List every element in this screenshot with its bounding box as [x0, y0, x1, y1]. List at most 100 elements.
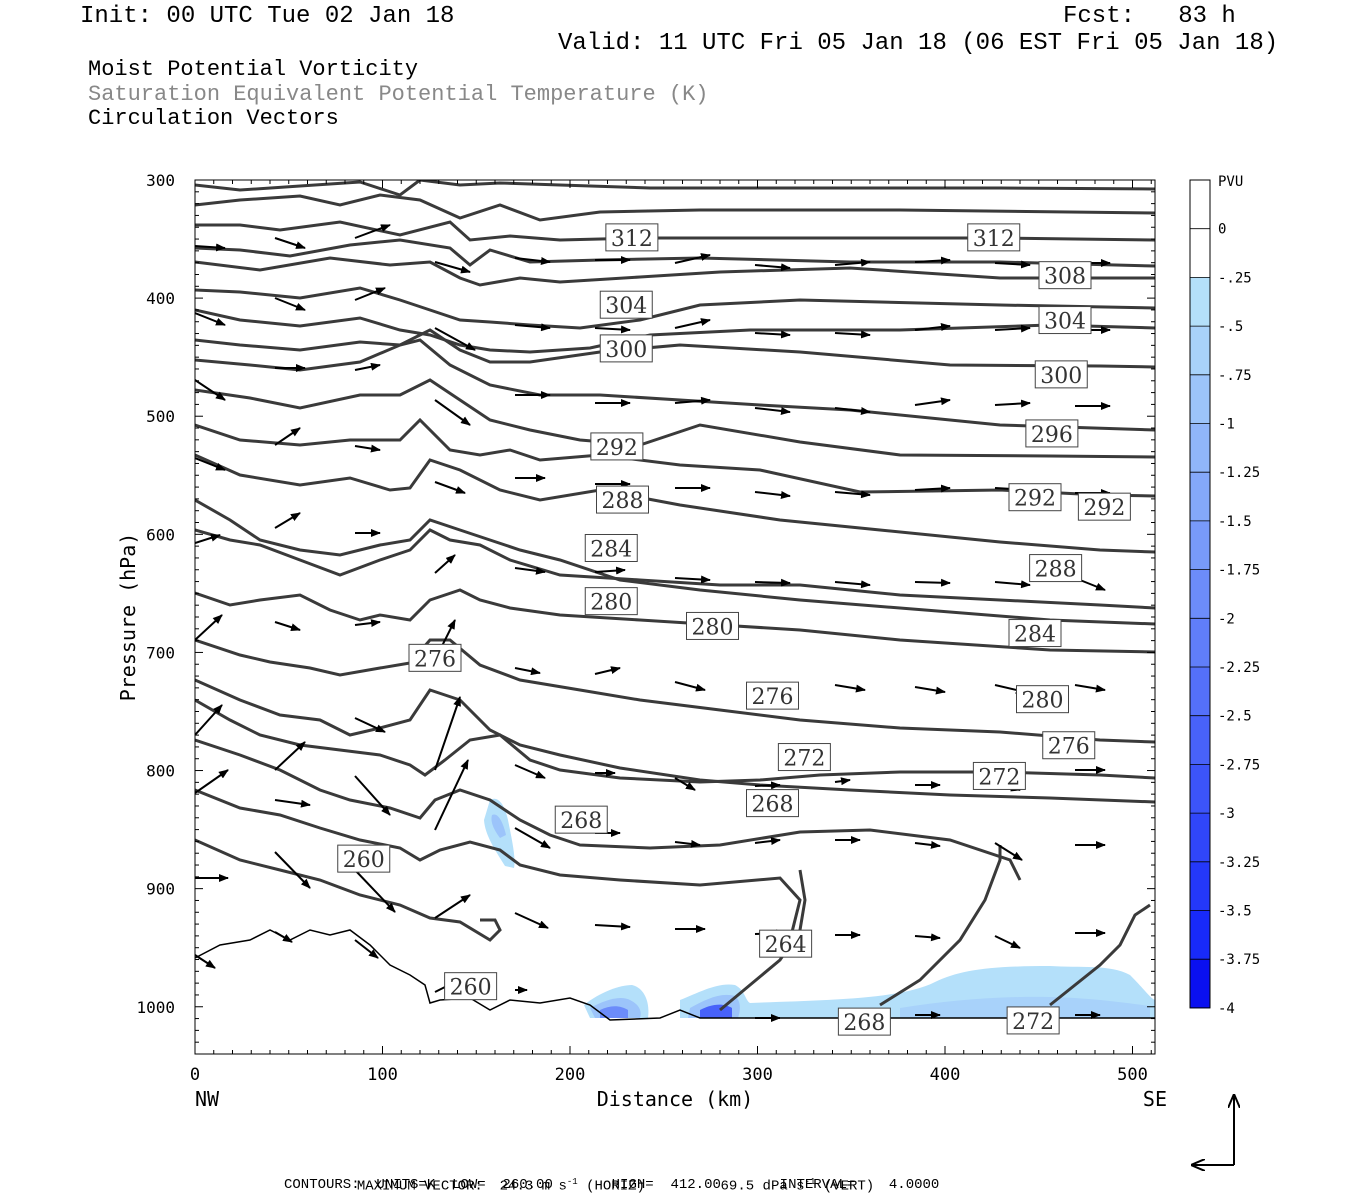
contour-label: 268: [560, 809, 602, 834]
colorbar-label: -3: [1218, 806, 1235, 822]
contour-label: 280: [692, 615, 734, 640]
colorbar-swatch: [1190, 277, 1210, 327]
circulation-vector: [514, 912, 549, 929]
max-horiz-exp: -1: [566, 1177, 578, 1187]
colorbar-swatch: [1190, 326, 1210, 376]
contour-label: 300: [605, 338, 647, 363]
colorbar-label: -.5: [1218, 319, 1243, 335]
theta-contour: [195, 528, 1155, 610]
contour-label-box: [972, 761, 1026, 790]
circulation-vector: [594, 325, 631, 334]
circulation-vector: [274, 931, 293, 943]
circulation-vector: [834, 407, 871, 415]
axes: 300 400 500 600 700 800 900 1000 0 100 200 300 400 50…: [116, 171, 1167, 1111]
circulation-vector: [195, 769, 229, 794]
circulation-vector: [434, 481, 466, 494]
contour-label-box: [1008, 483, 1062, 512]
max-vector-label: MAXIMUM VECTOR:: [356, 1178, 483, 1195]
y-tick-label: 800: [146, 762, 175, 781]
x-right-endpoint: SE: [1143, 1087, 1167, 1111]
contour-label-box: [584, 533, 638, 562]
theta-contour: [195, 638, 1155, 744]
contour-label: 260: [343, 848, 385, 873]
max-vert-exp: -1: [804, 1177, 816, 1187]
colorbar-swatch: [1190, 959, 1210, 1009]
contour-label-box: [1029, 554, 1083, 583]
colorbar-label: -1: [1218, 417, 1235, 433]
circulation-vector: [274, 297, 306, 311]
circulation-vector: [434, 399, 471, 426]
contour-label: 276: [414, 647, 456, 672]
circulation-vector: [994, 399, 1031, 408]
y-tick-label: 300: [146, 171, 175, 190]
contours-info: CONTOURS: UNITS=K LOW= 260.00 HIGH= 412.…: [284, 1177, 940, 1193]
contour-label-box: [1077, 492, 1131, 521]
theta-contour: [195, 378, 1155, 459]
colorbar-swatch: [1190, 472, 1210, 522]
contour-labels: 312 312 308 304 304 300 300 296 292 292 292 288 288 2…: [337, 223, 1131, 1036]
contour-label-box: [1016, 685, 1069, 714]
theta-es-contours: [195, 180, 1155, 1012]
max-vert-value: 69.5 dPa s: [720, 1178, 805, 1195]
x-tick-label: 100: [367, 1065, 398, 1085]
colorbar-label: -2.5: [1218, 709, 1252, 725]
circulation-vector: [434, 327, 476, 351]
circulation-vector: [514, 566, 546, 575]
colorbar: PVU 0 -.25 -.5 -.75 -1 -1.25 -1.5 -1.75 -2 -2.25 -2…: [1189, 174, 1260, 1017]
colorbar-label: -3.25: [1218, 855, 1260, 871]
contour-label-box: [599, 290, 653, 319]
contour-label-box: [967, 223, 1021, 252]
circulation-vector: [754, 330, 791, 339]
colorbar-unit: PVU: [1218, 174, 1243, 190]
contour-label: 272: [783, 747, 825, 772]
circulation-vector: [914, 397, 951, 406]
colorbar-label: 0: [1218, 222, 1226, 238]
contour-label-box: [686, 611, 739, 640]
theta-contour: [195, 588, 1155, 654]
colorbar-label: -.25: [1218, 270, 1252, 286]
contour-label: 272: [978, 765, 1020, 790]
contour-label-box: [590, 432, 644, 461]
max-vert-suffix: (VERT): [823, 1178, 875, 1195]
contour-label-box: [337, 844, 391, 873]
circulation-vector: [514, 667, 541, 676]
theta-contour: [195, 678, 1155, 804]
contour-label: 300: [1040, 364, 1082, 389]
contour-label: 292: [1014, 487, 1056, 512]
contour-label-box: [777, 743, 831, 772]
theta-contour: [195, 180, 1155, 197]
theta-contour: [195, 338, 1155, 432]
colorbar-swatch: [1190, 715, 1210, 765]
pv-region: [491, 814, 506, 838]
colorbar-swatch: [1190, 180, 1210, 230]
circulation-vector: [914, 840, 941, 849]
circulation-vector: [514, 827, 551, 849]
circulation-vector: [674, 681, 706, 692]
circulation-vector: [195, 312, 226, 326]
circulation-vector: [274, 799, 311, 808]
colorbar-label: -2.25: [1218, 660, 1260, 676]
circulation-vector: [834, 490, 871, 499]
colorbar-label: -1.75: [1218, 563, 1260, 579]
circulation-vector: [994, 935, 1021, 949]
contour-label: 284: [1014, 623, 1056, 648]
circulation-vector: [1074, 684, 1106, 693]
colorbar-swatch: [1190, 764, 1210, 814]
vector-scale-key: [1192, 1095, 1234, 1165]
circulation-vector: [754, 781, 781, 790]
circulation-vector: [674, 253, 711, 264]
contour-label-box: [746, 789, 799, 818]
circulation-vector: [354, 224, 391, 239]
circulation-vector: [195, 614, 223, 641]
colorbar-label: -2: [1218, 611, 1235, 627]
max-vector-line: MAXIMUM VECTOR: 24.3 m s-1 (HORIZ) 69.5 …: [340, 1158, 874, 1195]
forecast-hour: Fcst: 83 h: [1063, 3, 1236, 30]
contour-label: 304: [605, 294, 647, 319]
contour-label: 312: [973, 227, 1015, 252]
contour-label-box: [584, 587, 638, 616]
colorbar-swatch: [1190, 910, 1210, 960]
circulation-vector: [195, 704, 223, 736]
circulation-vector: [754, 491, 791, 499]
circulation-vector: [274, 621, 301, 632]
